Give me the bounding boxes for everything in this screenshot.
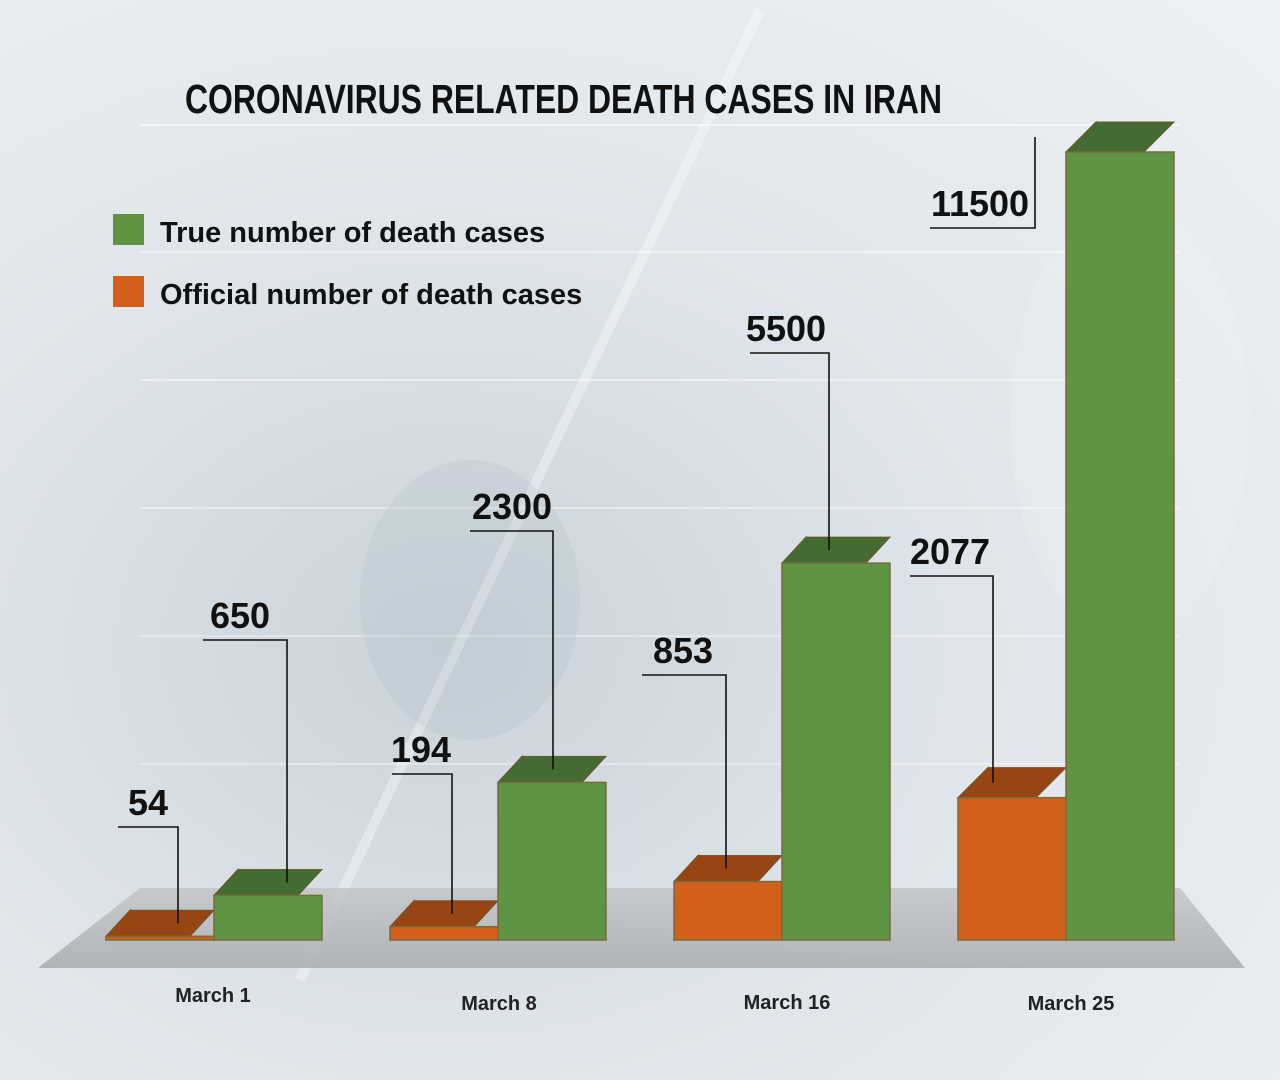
data-label: 650 xyxy=(210,595,270,636)
bar xyxy=(673,880,783,941)
data-label: 2300 xyxy=(472,486,552,527)
bar xyxy=(781,562,891,941)
data-label: 54 xyxy=(128,782,168,823)
leader-line xyxy=(930,137,1036,229)
leader-line xyxy=(910,575,994,783)
bar-top xyxy=(672,855,784,883)
category-label: March 16 xyxy=(744,992,831,1014)
data-label: 2077 xyxy=(910,531,990,572)
bar-top xyxy=(496,755,608,783)
leader-line xyxy=(392,773,453,914)
category-label: March 1 xyxy=(175,985,251,1007)
bar-top xyxy=(780,536,892,564)
bar xyxy=(389,925,499,941)
data-label: 853 xyxy=(653,630,713,671)
bar xyxy=(105,935,215,941)
bar xyxy=(1065,151,1175,941)
legend-entry: Official number of death cases xyxy=(160,279,582,311)
legend-swatch xyxy=(113,276,144,307)
leader-line xyxy=(750,352,830,551)
legend-entry: True number of death cases xyxy=(160,217,545,249)
category-label: March 25 xyxy=(1028,993,1115,1015)
chart-floor xyxy=(38,888,1245,968)
leader-line xyxy=(470,530,554,770)
leader-line xyxy=(642,674,727,869)
bar xyxy=(497,781,607,941)
data-label: 5500 xyxy=(746,308,826,349)
legend-swatch xyxy=(113,214,144,245)
data-label: 11500 xyxy=(931,183,1029,224)
data-label: 194 xyxy=(391,729,451,770)
bar xyxy=(957,796,1067,941)
leader-line xyxy=(118,826,179,924)
bar xyxy=(213,894,323,941)
bar-top xyxy=(1064,121,1176,153)
leader-line xyxy=(203,639,288,883)
category-label: March 8 xyxy=(461,993,537,1015)
bar-top xyxy=(956,767,1068,799)
chart-title: CORONAVIRUS RELATED DEATH CASES IN IRAN xyxy=(185,76,942,122)
